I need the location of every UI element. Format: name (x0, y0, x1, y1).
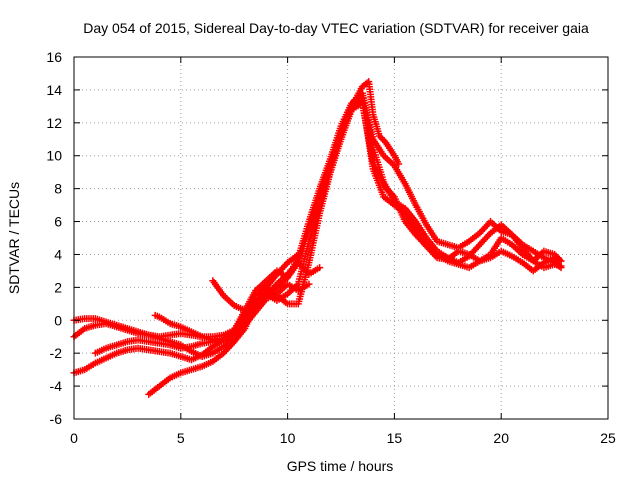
y-tick-label: 16 (46, 49, 62, 65)
y-tick-label: 14 (46, 82, 62, 98)
y-tick-label: 12 (46, 115, 62, 131)
x-tick-label: 15 (387, 430, 403, 446)
grid (74, 57, 608, 419)
y-tick-label: 10 (46, 148, 62, 164)
axis-ticks: 0 5 10 15 20 25 -6 -4 -2 0 2 4 6 8 10 12 14 16 (46, 49, 616, 446)
y-tick-label: 6 (54, 214, 62, 230)
data-point (557, 257, 565, 265)
y-tick-label: 4 (54, 246, 62, 262)
y-tick-label: -6 (50, 411, 63, 427)
x-tick-label: 25 (600, 430, 616, 446)
series-track-5 (70, 250, 302, 360)
y-tick-label: 8 (54, 181, 62, 197)
y-tick-label: -4 (50, 378, 63, 394)
data-point (316, 264, 324, 272)
series-track-7 (209, 259, 324, 314)
series-track-1 (70, 78, 403, 341)
data-point (305, 280, 313, 288)
x-tick-label: 20 (493, 430, 509, 446)
data-point (379, 135, 387, 143)
data-marks (70, 78, 565, 398)
x-axis-label: GPS time / hours (287, 458, 394, 474)
series-track-8 (358, 89, 565, 265)
plot-frame (73, 56, 609, 420)
x-tick-label: 10 (280, 430, 296, 446)
y-tick-label: 2 (54, 279, 62, 295)
y-tick-label: -2 (50, 345, 63, 361)
chart-title: Day 054 of 2015, Sidereal Day-to-day VTE… (83, 20, 589, 36)
y-axis-label: SDTVAR / TECUs (6, 182, 22, 294)
data-point (395, 160, 403, 168)
y-tick-label: 0 (54, 312, 62, 328)
x-tick-label: 5 (177, 430, 185, 446)
data-point (294, 250, 302, 258)
x-tick-label: 0 (70, 430, 78, 446)
